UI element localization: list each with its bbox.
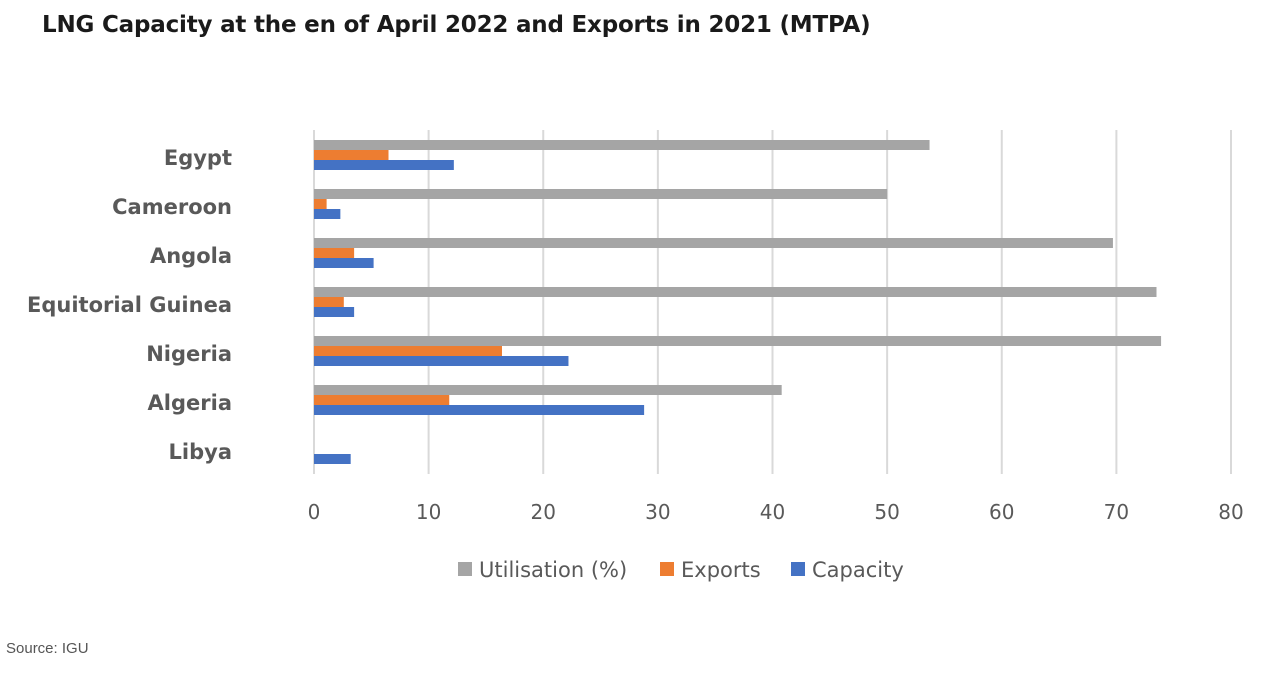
- x-tick-label: 20: [531, 500, 556, 524]
- x-tick-labels: 0 10 20 30 40 50 60 70 80: [308, 500, 1244, 524]
- bars: [314, 140, 1162, 464]
- bar-exports: [314, 395, 450, 405]
- category-label: Egypt: [164, 146, 232, 170]
- legend-swatch-utilisation: [458, 562, 472, 576]
- bar-capacity: [314, 209, 341, 219]
- x-tick-label: 60: [989, 500, 1014, 524]
- x-tick-label: 10: [416, 500, 441, 524]
- legend: Utilisation (%) Exports Capacity: [458, 558, 904, 582]
- legend-label-exports: Exports: [681, 558, 761, 582]
- bar-utilisation: [314, 336, 1162, 346]
- category-label: Algeria: [148, 391, 232, 415]
- category-labels: Egypt Cameroon Angola Equitorial Guinea Nige…: [27, 146, 232, 464]
- x-tick-label: 30: [645, 500, 670, 524]
- bar-capacity: [314, 454, 351, 464]
- x-tick-label: 40: [760, 500, 785, 524]
- bar-capacity: [314, 307, 355, 317]
- bar-utilisation: [314, 238, 1113, 248]
- bar-exports: [314, 248, 355, 258]
- bar-capacity: [314, 405, 645, 415]
- category-label: Equitorial Guinea: [27, 293, 232, 317]
- bar-utilisation: [314, 385, 782, 395]
- category-label: Libya: [169, 440, 232, 464]
- bar-exports: [314, 150, 389, 160]
- category-label: Cameroon: [112, 195, 232, 219]
- bar-utilisation: [314, 287, 1157, 297]
- x-tick-label: 70: [1104, 500, 1129, 524]
- bar-exports: [314, 346, 502, 356]
- bar-exports: [314, 199, 327, 209]
- bar-exports: [314, 297, 344, 307]
- gridlines: [313, 130, 1232, 474]
- source-note: Source: IGU: [6, 640, 89, 657]
- legend-label-capacity: Capacity: [812, 558, 904, 582]
- bar-capacity: [314, 356, 569, 366]
- legend-swatch-exports: [660, 562, 674, 576]
- x-tick-label: 80: [1218, 500, 1243, 524]
- x-tick-label: 0: [308, 500, 321, 524]
- category-label: Angola: [150, 244, 232, 268]
- bar-capacity: [314, 258, 374, 268]
- bar-capacity: [314, 160, 454, 170]
- legend-label-utilisation: Utilisation (%): [479, 558, 627, 582]
- x-tick-label: 50: [874, 500, 899, 524]
- chart-title: LNG Capacity at the en of April 2022 and…: [42, 12, 871, 38]
- bar-utilisation: [314, 140, 930, 150]
- category-label: Nigeria: [146, 342, 232, 366]
- legend-swatch-capacity: [791, 562, 805, 576]
- bar-utilisation: [314, 189, 888, 199]
